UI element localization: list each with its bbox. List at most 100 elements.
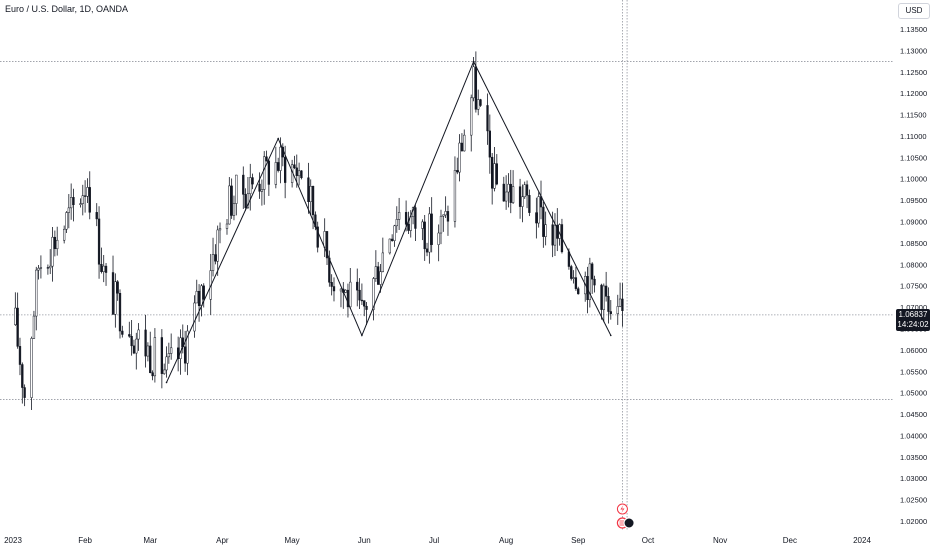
candle-body xyxy=(339,288,343,292)
candle-body xyxy=(330,282,333,287)
candle-body xyxy=(116,281,119,294)
candle-body xyxy=(456,170,459,173)
candle-body xyxy=(46,267,50,269)
candle-body xyxy=(176,347,180,359)
candle-body xyxy=(235,174,238,204)
candle-body xyxy=(79,203,82,205)
candle-body xyxy=(509,183,512,203)
candle-body xyxy=(137,329,140,340)
y-tick-label: 1.07500 xyxy=(900,282,927,291)
candle-body xyxy=(523,184,526,198)
horizontal-levels xyxy=(0,61,893,400)
candle-body xyxy=(404,212,408,225)
y-tick-label: 1.09000 xyxy=(900,218,927,227)
candle-body xyxy=(395,219,398,227)
candle-body xyxy=(258,183,261,192)
candle-body xyxy=(81,195,84,204)
candle-body xyxy=(170,347,173,354)
current-price-value: 1.06837 xyxy=(898,310,928,319)
x-tick-label: Jul xyxy=(429,536,439,545)
candle-body xyxy=(160,337,164,374)
x-tick-label: Aug xyxy=(499,536,513,545)
candle-body xyxy=(453,170,457,222)
y-tick-label: 1.05500 xyxy=(900,367,927,376)
candle-body xyxy=(604,285,608,297)
candle-body xyxy=(35,269,38,317)
candle-body xyxy=(151,372,154,377)
candle-body xyxy=(437,232,440,245)
candle-body xyxy=(535,212,538,224)
candle-body xyxy=(179,337,182,359)
candle-body xyxy=(225,223,229,229)
candle-body xyxy=(260,189,264,192)
candle-body xyxy=(251,177,254,185)
candle-body xyxy=(51,236,54,267)
y-tick-label: 1.05000 xyxy=(900,389,927,398)
candle-body xyxy=(504,191,508,202)
y-tick-label: 1.03500 xyxy=(900,453,927,462)
candle-body xyxy=(609,311,612,314)
candle-body xyxy=(588,263,592,301)
candle-body xyxy=(153,337,157,377)
candle-body xyxy=(300,170,303,179)
candle-body xyxy=(70,197,73,209)
candle-body xyxy=(230,185,233,216)
x-tick-label: Mar xyxy=(143,536,157,545)
candle-body xyxy=(356,281,359,291)
y-tick-label: 1.04000 xyxy=(900,431,927,440)
x-tick-label: Dec xyxy=(783,536,797,545)
candle-body xyxy=(37,267,40,271)
candle-body xyxy=(100,264,103,272)
candle-body xyxy=(277,162,280,171)
candle-body xyxy=(511,186,515,203)
candle-body xyxy=(144,329,147,357)
candle-body xyxy=(111,272,115,315)
candle-body xyxy=(72,197,75,205)
candle-body xyxy=(279,146,282,171)
candle-body xyxy=(16,307,19,347)
candle-body xyxy=(374,266,378,279)
candle-body xyxy=(104,265,108,273)
candle-body xyxy=(393,225,396,241)
candle-body xyxy=(360,299,364,302)
candle-body xyxy=(283,156,287,183)
currency-button[interactable]: USD xyxy=(898,3,930,19)
candle-body xyxy=(349,281,352,308)
candle-body xyxy=(618,298,622,307)
zigzag-point xyxy=(361,334,363,337)
eu-flag-icon[interactable] xyxy=(623,517,635,529)
event-markers[interactable] xyxy=(616,503,635,529)
candle-body xyxy=(267,160,271,185)
candle-body xyxy=(167,353,170,358)
candle-body xyxy=(346,289,350,308)
x-tick-label: Oct xyxy=(642,536,655,545)
candle-body xyxy=(409,216,412,231)
candle-body xyxy=(316,226,319,248)
price-axis[interactable]: 1.02000 1.02500 1.03000 1.03500 1.04000 1.045… xyxy=(900,25,927,526)
candle-body xyxy=(446,211,450,222)
x-tick-label: Jun xyxy=(358,536,371,545)
candle-body xyxy=(477,99,480,110)
candle-body xyxy=(214,254,217,262)
candle-body xyxy=(118,293,122,332)
candle-body xyxy=(591,263,594,280)
candle-body xyxy=(428,213,431,253)
time-axis[interactable]: 2023 Feb Mar Apr May Jun Jul Aug Sep Oct Nov Dec 202… xyxy=(4,536,871,545)
candle-body xyxy=(135,338,138,354)
candle-body xyxy=(295,167,298,177)
candle-body xyxy=(570,266,573,279)
candle-body xyxy=(518,186,522,207)
candle-body xyxy=(228,185,231,225)
candle-body xyxy=(556,224,559,239)
zigzag-pattern xyxy=(165,60,612,384)
candle-body xyxy=(232,203,236,216)
candle-body xyxy=(102,265,105,272)
candle-body xyxy=(242,174,245,195)
candle-body xyxy=(211,254,215,271)
candle-body xyxy=(379,271,382,285)
zigzag-point xyxy=(472,60,475,63)
candle-body xyxy=(414,207,417,229)
candle-body xyxy=(507,183,510,193)
y-tick-label: 1.09500 xyxy=(900,196,927,205)
